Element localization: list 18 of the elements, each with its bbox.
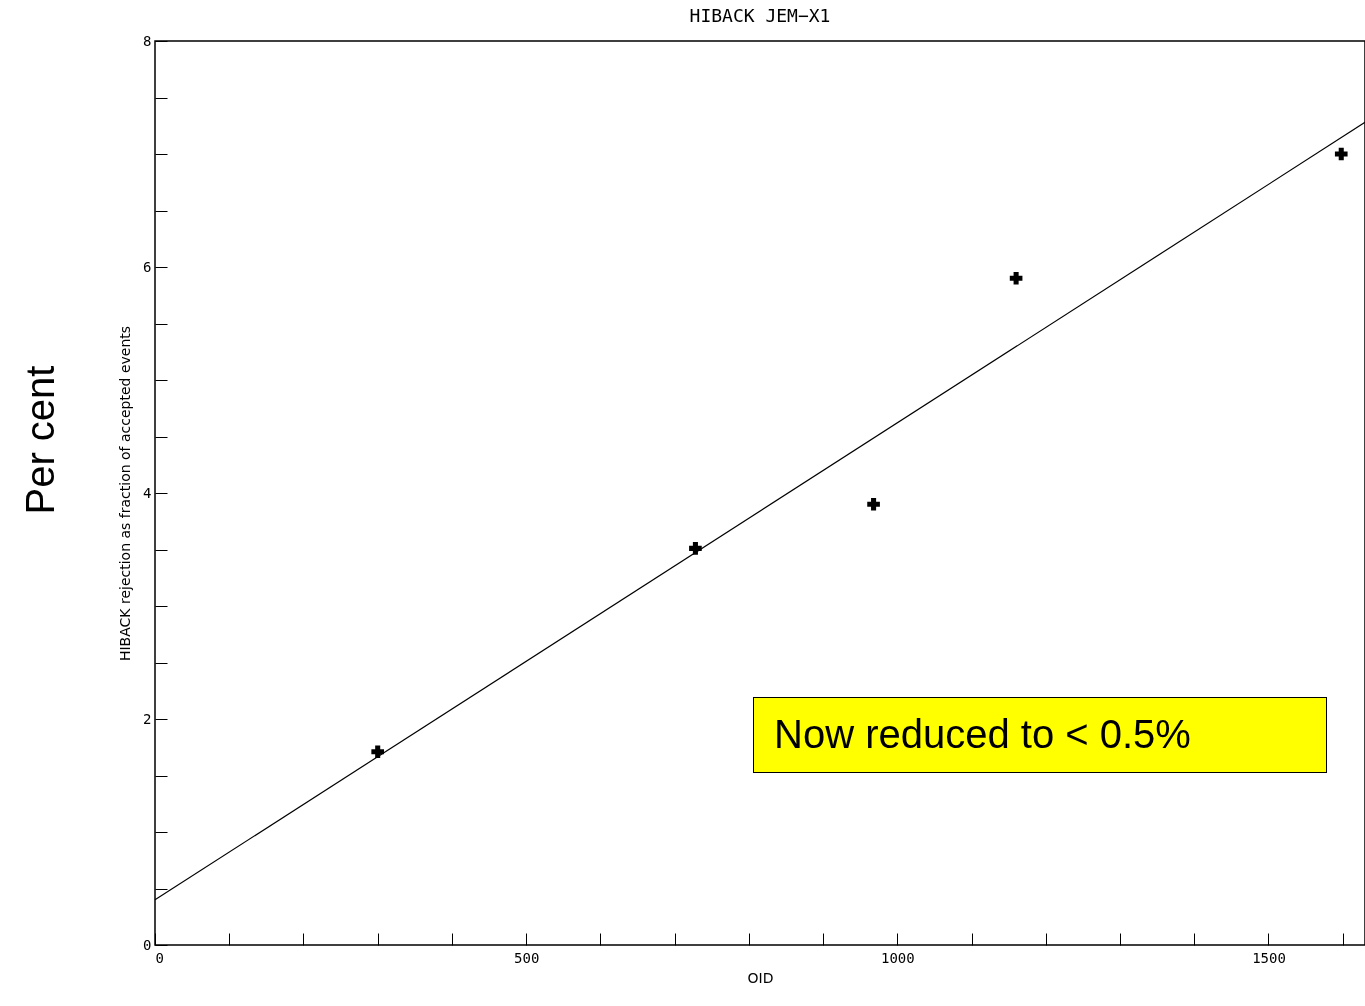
point [1009,271,1023,285]
y-tick-label: 6 [143,258,152,275]
y-axis-title: HIBACK rejection as fraction of accepted events [117,325,134,662]
chart-title: HIBACK JEM−X1 [689,5,831,26]
y-tick-label: 2 [143,710,152,727]
y-tick-label: 0 [143,936,152,953]
note-box: Now reduced to < 0.5% [753,697,1327,773]
x-tick-label: 500 [514,949,540,966]
y-tick-label: 8 [143,32,152,49]
point [1334,147,1348,161]
x-tick-label: 0 [155,949,164,966]
point [371,745,385,759]
y-tick-label: 4 [143,484,152,501]
x-tick-label: 1000 [880,949,915,966]
x-tick-label: 1500 [1252,949,1286,966]
text: Per cent [17,365,63,515]
point [867,497,880,511]
x-axis-title: OID [747,969,774,986]
